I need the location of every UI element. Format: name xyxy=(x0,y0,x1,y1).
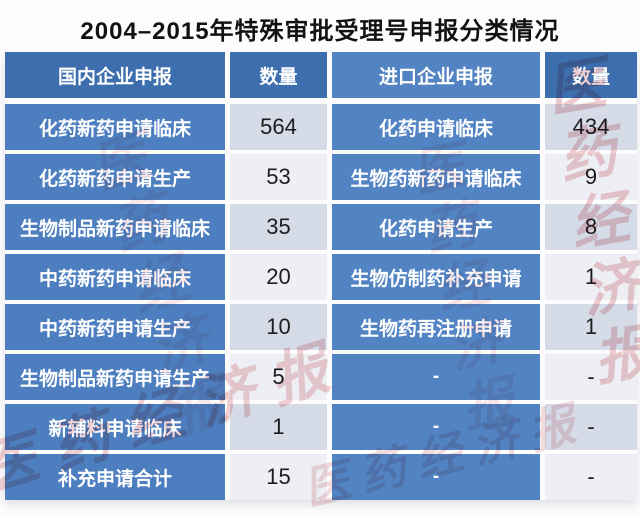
domestic-label-cell: 化药新药申请生产 xyxy=(5,154,225,200)
special-approval-table: 国内企业申报 数量 进口企业申报 数量 化药新药申请临床 564 化药申请临床 434… xyxy=(5,52,637,500)
import-label-cell: 化药申请临床 xyxy=(332,104,540,150)
import-label-cell: - xyxy=(332,354,540,400)
import-count-cell: 8 xyxy=(545,204,637,250)
header-import: 进口企业申报 xyxy=(332,52,540,98)
domestic-count-cell: 10 xyxy=(230,304,327,350)
table-row: 生物制品新药申请临床 35 化药申请生产 8 xyxy=(5,204,637,250)
domestic-count-cell: 1 xyxy=(230,404,327,450)
table-row: 补充申请合计 15- - xyxy=(5,454,637,500)
domestic-label-cell: 生物制品新药申请临床 xyxy=(5,204,225,250)
import-label-cell: - xyxy=(332,454,540,500)
domestic-count-cell: 53 xyxy=(230,154,327,200)
domestic-label-cell: 化药新药申请临床 xyxy=(5,104,225,150)
table-row: 化药新药申请生产 53 生物药新药申请临床 9 xyxy=(5,154,637,200)
domestic-label-cell: 中药新药申请临床 xyxy=(5,254,225,300)
page-title: 2004–2015年特殊审批受理号申报分类情况 xyxy=(80,18,560,45)
import-count-cell: 434 xyxy=(545,104,637,150)
domestic-count-cell: 20 xyxy=(230,254,327,300)
domestic-label-cell: 新辅料申请临床 xyxy=(5,404,225,450)
header-domestic: 国内企业申报 xyxy=(5,52,225,98)
import-count-cell: 1 xyxy=(545,254,637,300)
table-row: 中药新药申请生产 10 生物药再注册申请 1 xyxy=(5,304,637,350)
domestic-label-cell: 补充申请合计 xyxy=(5,454,225,500)
import-label-cell: 生物药新药申请临床 xyxy=(332,154,540,200)
import-count-cell: - xyxy=(545,454,637,500)
import-label-cell: 生物仿制药补充申请 xyxy=(332,254,540,300)
table-row: 化药新药申请临床 564 化药申请临床 434 xyxy=(5,104,637,150)
import-label-cell: 生物药再注册申请 xyxy=(332,304,540,350)
import-count-cell: - xyxy=(545,354,637,400)
import-count-cell: 1 xyxy=(545,304,637,350)
table-row: 新辅料申请临床 1- - xyxy=(5,404,637,450)
table-header-row: 国内企业申报 数量 进口企业申报 数量 xyxy=(5,52,637,98)
import-count-cell: 9 xyxy=(545,154,637,200)
table-row: 中药新药申请临床 20 生物仿制药补充申请 1 xyxy=(5,254,637,300)
domestic-label-cell: 生物制品新药申请生产 xyxy=(5,354,225,400)
import-count-cell: - xyxy=(545,404,637,450)
domestic-label-cell: 中药新药申请生产 xyxy=(5,304,225,350)
domestic-count-cell: 15 xyxy=(230,454,327,500)
import-label-cell: - xyxy=(332,404,540,450)
import-label-cell: 化药申请生产 xyxy=(332,204,540,250)
domestic-count-cell: 5 xyxy=(230,354,327,400)
domestic-count-cell: 35 xyxy=(230,204,327,250)
domestic-count-cell: 564 xyxy=(230,104,327,150)
table-row: 生物制品新药申请生产 5- - xyxy=(5,354,637,400)
table-body: 化药新药申请临床 564 化药申请临床 434 化药新药申请生产 53 生物药新药申请临床 9… xyxy=(5,104,637,500)
header-import-count: 数量 xyxy=(545,52,637,98)
header-domestic-count: 数量 xyxy=(230,52,327,98)
